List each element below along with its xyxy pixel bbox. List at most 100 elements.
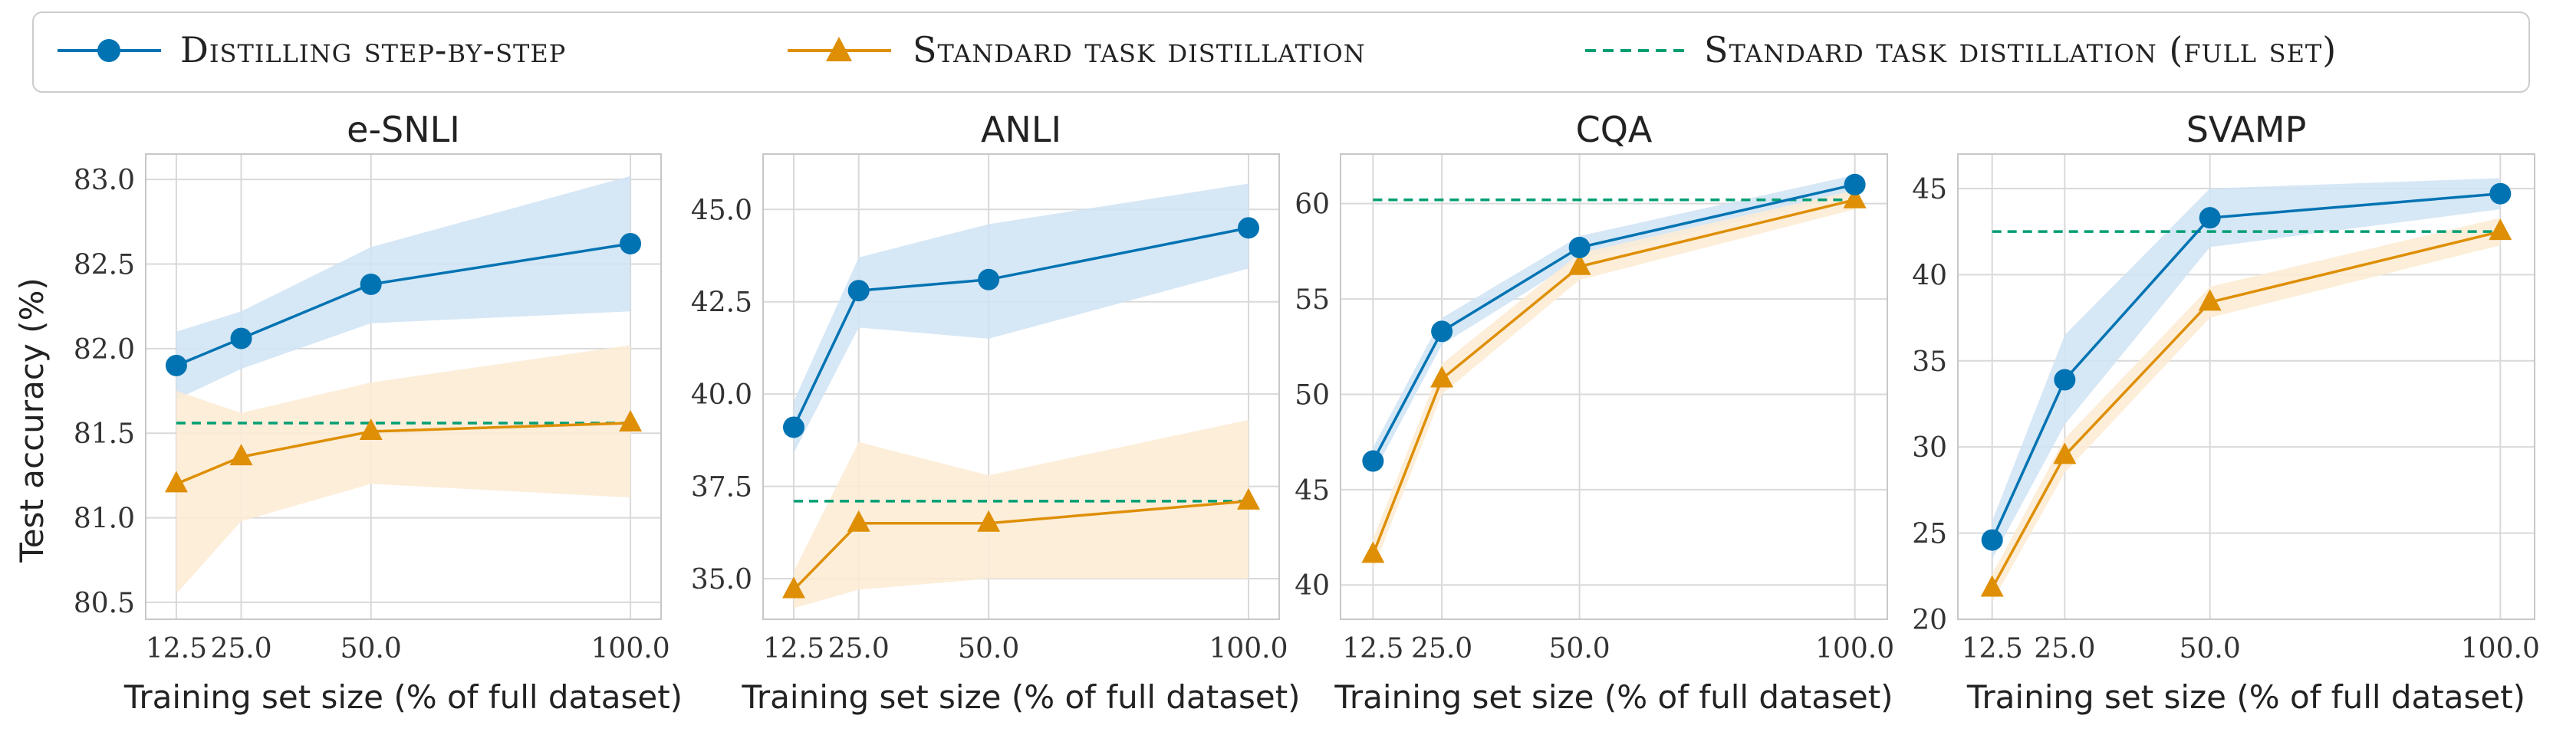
e-snli-xtick-label-1: 25.0 [210,633,271,664]
legend-label-full-set: Standard task distillation (full set) [1704,29,2337,71]
e-snli-point-step-by-step-3 [620,232,642,254]
y-axis-label: Test accuracy (%) [13,277,51,563]
svamp-point-standard-2 [2198,289,2222,311]
cqa-xtick-label-0: 12.5 [1342,633,1403,664]
anli-point-standard-3 [1237,487,1261,510]
anli-ytick-label-1: 37.5 [691,472,752,504]
cqa-point-standard-2 [1568,253,1591,275]
cqa-point-step-by-step-0 [1362,450,1384,472]
e-snli-band-standard-task-distillation [176,345,631,594]
e-snli-title: e-SNLI [347,109,460,150]
cqa-ytick-label-1: 45 [1295,475,1330,507]
anli-xtick-label-1: 25.0 [828,633,890,664]
svamp-point-step-by-step-0 [1981,529,2003,551]
anli-line-standard-task-distillation [792,500,1249,591]
svamp-ytick-label-5: 45 [1912,174,1947,205]
svamp-xtick-label-0: 12.5 [1962,633,2023,664]
anli-frame [762,153,1280,620]
legend-marker-triangle [826,37,852,61]
anli-point-standard-1 [847,510,870,532]
cqa-xtick-label-2: 50.0 [1549,633,1610,664]
cqa-ytick-label-2: 50 [1295,379,1330,411]
cqa-point-step-by-step-2 [1568,236,1591,258]
e-snli-ytick-label-2: 81.5 [74,418,135,450]
e-snli-ytick-label-0: 80.5 [74,588,135,619]
anli-point-step-by-step-1 [847,280,870,302]
cqa-point-step-by-step-3 [1844,173,1866,195]
cqa-ytick-label-4: 60 [1295,189,1330,221]
cqa-point-standard-3 [1843,186,1867,208]
anli-ytick-label-3: 42.5 [691,287,752,319]
panel-svamp: 20 25 30 35 40 45 12.5 25.0 50.0 100.0 SVAMP Traini… [1912,109,2540,716]
e-snli-point-standard-1 [229,444,253,466]
e-snli-point-standard-2 [359,418,383,440]
svamp-xtick-label-2: 50.0 [2180,633,2241,664]
cqa-ytick-label-0: 40 [1295,570,1330,602]
e-snli-point-step-by-step-2 [360,273,382,295]
legend: Distilling step-by-step Standard task di… [32,11,2530,93]
cqa-ytick-label-3: 55 [1295,284,1330,316]
svamp-point-standard-0 [1980,575,2004,597]
anli-line-distilling-step-by-step [792,226,1249,428]
anli-point-step-by-step-0 [782,416,804,438]
e-snli-band-distilling-step-by-step [176,176,631,400]
svamp-point-step-by-step-3 [2489,182,2512,205]
svamp-frame [1957,153,2535,620]
svamp-x-axis-label: Training set size (% of full dataset) [1966,678,2525,716]
svamp-ytick-label-3: 35 [1912,346,1947,378]
legend-entry-full-set: Standard task distillation (full set) [1585,29,2337,71]
svamp-ytick-label-1: 25 [1912,519,1947,550]
legend-frame [32,11,2530,93]
cqa-xtick-label-1: 25.0 [1411,633,1472,664]
svamp-point-standard-3 [2489,218,2512,241]
e-snli-ytick-label-5: 83.0 [74,165,135,196]
e-snli-ytick-label-1: 81.0 [74,504,135,535]
e-snli-point-standard-3 [619,409,643,431]
cqa-frame [1340,153,1888,620]
cqa-point-step-by-step-1 [1431,320,1453,343]
svamp-line-standard-task-distillation [1991,230,2501,589]
svamp-xtick-label-1: 25.0 [2034,633,2095,664]
anli-point-standard-2 [977,510,1001,532]
anli-xtick-label-3: 100.0 [1209,633,1288,664]
panel-cqa: 40 45 50 55 60 12.5 25.0 50.0 100.0 CQA Training s… [1295,109,1894,716]
anli-ytick-label-0: 35.0 [691,564,752,596]
panel-esnli: 80.5 81.0 81.5 82.0 82.5 83.0 12.5 25.0 50.0 100.… [74,109,683,716]
cqa-line-distilling-step-by-step [1371,183,1856,462]
anli-point-step-by-step-3 [1238,217,1260,239]
legend-label-standard: Standard task distillation [913,29,1366,71]
svamp-point-standard-1 [2053,442,2077,464]
anli-xtick-label-2: 50.0 [958,633,1019,664]
legend-entry-standard: Standard task distillation [788,29,1366,71]
svamp-ytick-label-2: 30 [1912,432,1947,464]
anli-band-standard-task-distillation [793,419,1249,609]
cqa-title: CQA [1576,109,1653,150]
cqa-x-axis-label: Training set size (% of full dataset) [1334,678,1893,716]
panel-anli: 35.0 37.5 40.0 42.5 45.0 12.5 25.0 50.0 100.0 ANL… [691,109,1301,716]
cqa-xtick-label-3: 100.0 [1815,633,1894,664]
e-snli-point-step-by-step-1 [230,327,252,349]
svamp-title: SVAMP [2186,109,2307,150]
legend-entry-step-by-step: Distilling step-by-step [58,29,565,71]
svamp-xtick-label-3: 100.0 [2461,633,2540,664]
e-snli-xtick-label-2: 50.0 [341,633,402,664]
anli-title: ANLI [981,109,1061,150]
svamp-ytick-label-0: 20 [1912,605,1947,636]
cqa-point-standard-1 [1430,366,1454,388]
e-snli-line-distilling-step-by-step [176,242,631,367]
cqa-point-standard-0 [1361,541,1385,563]
e-snli-point-standard-0 [164,471,188,493]
e-snli-ytick-label-4: 82.5 [74,249,135,281]
e-snli-xtick-label-0: 12.5 [146,633,207,664]
svamp-point-step-by-step-2 [2199,207,2221,229]
svamp-ytick-label-4: 40 [1912,260,1947,291]
anli-ytick-label-4: 45.0 [691,195,752,226]
svamp-line-distilling-step-by-step [1991,192,2501,541]
anli-ytick-label-2: 40.0 [691,379,752,411]
anli-xtick-label-0: 12.5 [763,633,824,664]
anli-point-step-by-step-2 [978,268,1000,290]
cqa-band-standard-task-distillation [1373,190,1855,570]
cqa-line-standard-task-distillation [1371,199,1856,556]
legend-marker-circle [97,39,120,62]
